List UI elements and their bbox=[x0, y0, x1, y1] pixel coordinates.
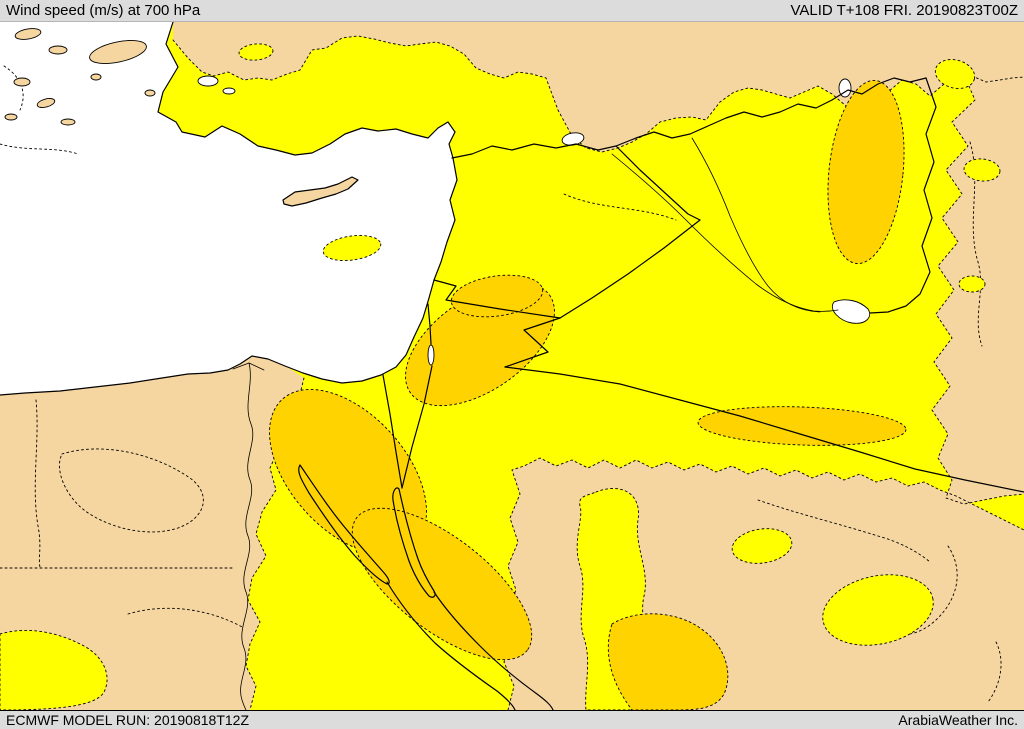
red-sea-east-coast bbox=[433, 591, 554, 710]
brand-label: ArabiaWeather Inc. bbox=[898, 712, 1018, 728]
footer-bar: ECMWF MODEL RUN: 20190818T12Z ArabiaWeat… bbox=[0, 710, 1024, 729]
model-run-label: ECMWF MODEL RUN: 20190818T12Z bbox=[6, 712, 249, 728]
lakes-and-gulfs bbox=[197, 75, 871, 366]
wind-contour-dotted-lines bbox=[0, 35, 1024, 710]
valid-time-label: VALID T+108 FRI. 20190823T00Z bbox=[790, 2, 1019, 19]
wind-band-mid-holes bbox=[0, 43, 1001, 710]
euphrates-river bbox=[611, 153, 839, 312]
tigris-river bbox=[691, 137, 821, 313]
weather-map-svg bbox=[0, 22, 1024, 710]
map-title: Wind speed (m/s) at 700 hPa bbox=[6, 2, 201, 19]
coastlines bbox=[0, 22, 554, 710]
mediterranean-sea-fill bbox=[0, 22, 457, 395]
rivers bbox=[232, 137, 839, 710]
gulf-of-aqaba bbox=[392, 487, 436, 598]
persian-gulf bbox=[832, 299, 871, 324]
aegean-islands bbox=[4, 28, 156, 126]
wind-band-high-regions bbox=[269, 79, 907, 710]
gulf-of-suez bbox=[298, 464, 390, 585]
map-area bbox=[0, 22, 1024, 710]
nile-river bbox=[240, 362, 254, 710]
country-borders bbox=[382, 77, 1024, 493]
cyprus-island bbox=[282, 176, 359, 207]
dead-sea bbox=[427, 344, 435, 366]
red-sea-west-coast bbox=[386, 581, 516, 710]
header-bar: Wind speed (m/s) at 700 hPa VALID T+108 … bbox=[0, 0, 1024, 22]
